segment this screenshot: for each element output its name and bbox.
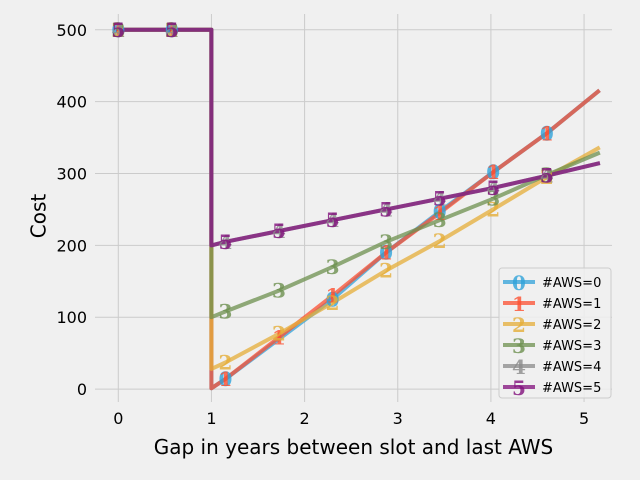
legend-marker: 3 (512, 334, 526, 358)
data-point-marker: 2 (433, 229, 447, 253)
data-point-marker: 4 (111, 18, 125, 42)
legend-marker: 2 (512, 313, 526, 337)
data-point-marker: 3 (540, 163, 554, 187)
data-point-marker: 3 (326, 255, 340, 279)
series-line-aws-5 (116, 27, 601, 248)
x-axis-ticks: 0 1 2 3 4 5 (113, 409, 589, 428)
y-axis-ticks: 0 100 200 300 400 500 (56, 21, 87, 399)
data-point-marker: 1 (379, 241, 393, 265)
legend-item: 1 #AWS=1 (503, 292, 601, 316)
x-tick-label: 4 (486, 409, 496, 428)
x-tick-label: 1 (206, 409, 216, 428)
data-point-marker: 1 (326, 284, 340, 308)
legend-label: #AWS=0 (542, 276, 601, 291)
data-point-marker: 4 (165, 18, 179, 42)
legend-label: #AWS=2 (542, 318, 601, 333)
data-point-marker: 3 (272, 279, 286, 303)
data-point-marker: 5 (272, 219, 286, 243)
data-point-marker: 0 (379, 241, 393, 265)
legend-item: 3 #AWS=3 (503, 334, 601, 358)
data-point-marker: 2 (272, 322, 286, 346)
legend-label: #AWS=1 (542, 297, 601, 312)
legend-marker: 1 (512, 292, 526, 316)
x-axis-label: Gap in years between slot and last AWS (154, 435, 554, 459)
data-point-marker: 5 (540, 164, 554, 188)
x-tick-label: 2 (300, 409, 310, 428)
data-point-marker: 1 (272, 325, 286, 349)
data-point-marker: 2 (379, 259, 393, 283)
data-point-marker: 1 (111, 18, 125, 42)
data-point-marker: 1 (486, 160, 500, 184)
data-point-marker: 3 (165, 18, 179, 42)
x-tick-label: 0 (113, 409, 123, 428)
data-point-marker: 5 (486, 176, 500, 200)
legend-item: 4 #AWS=4 (503, 355, 601, 379)
y-axis-label: Cost (27, 194, 51, 239)
x-tick-label: 5 (579, 409, 589, 428)
data-point-marker: 3 (379, 230, 393, 254)
data-point-marker: 2 (218, 350, 232, 374)
data-point-marker: 4 (326, 208, 340, 232)
data-point-marker: 0 (165, 18, 179, 42)
data-point-marker: 2 (165, 18, 179, 42)
y-tick-label: 100 (56, 308, 87, 327)
data-point-marker: 5 (433, 187, 447, 211)
y-tick-label: 300 (56, 165, 87, 184)
data-point-marker: 0 (433, 200, 447, 224)
data-point-marker: 4 (540, 164, 554, 188)
data-point-marker: 4 (379, 197, 393, 221)
data-point-marker: 2 (326, 291, 340, 315)
legend-item: 5 #AWS=5 (503, 376, 601, 400)
data-point-marker: 3 (433, 208, 447, 232)
data-point-marker: 1 (218, 367, 232, 391)
data-point-marker: 2 (111, 18, 125, 42)
data-point-marker: 1 (540, 121, 554, 145)
legend-item: 2 #AWS=2 (503, 313, 601, 337)
legend-marker: 0 (512, 271, 526, 295)
legend-label: #AWS=4 (542, 360, 601, 375)
y-tick-label: 400 (56, 93, 87, 112)
data-point-marker: 4 (218, 230, 232, 254)
data-point-marker: 2 (486, 197, 500, 221)
data-point-marker: 1 (433, 201, 447, 225)
data-point-marker: 5 (326, 208, 340, 232)
data-point-marker: 0 (326, 287, 340, 311)
legend: 0 #AWS=0 1 #AWS=1 2 #AWS=2 3 #AWS=3 4 #AWS=4 5 #AWS… (498, 267, 612, 400)
data-point-marker: 5 (111, 18, 125, 42)
legend-item: 0 #AWS=0 (503, 271, 601, 295)
data-point-marker: 5 (379, 197, 393, 221)
data-point-marker: 5 (165, 18, 179, 42)
data-point-marker: 3 (486, 187, 500, 211)
y-tick-label: 500 (56, 21, 87, 40)
data-point-marker: 2 (540, 165, 554, 189)
data-point-marker: 4 (433, 187, 447, 211)
data-point-marker: 5 (218, 230, 232, 254)
data-point-marker: 4 (272, 219, 286, 243)
data-point-marker: 3 (111, 18, 125, 42)
x-tick-label: 3 (393, 409, 403, 428)
data-point-marker: 0 (218, 367, 232, 391)
legend-label: #AWS=3 (542, 339, 601, 354)
legend-label: #AWS=5 (542, 381, 601, 396)
legend-marker: 5 (512, 376, 526, 400)
data-point-marker: 0 (486, 160, 500, 184)
data-point-marker: 0 (111, 18, 125, 42)
series-lines (116, 27, 601, 391)
legend-marker: 4 (512, 355, 526, 379)
data-point-marker: 4 (486, 176, 500, 200)
data-point-marker: 1 (165, 18, 179, 42)
y-tick-label: 0 (77, 380, 87, 399)
data-point-marker: 3 (218, 299, 232, 323)
y-tick-label: 200 (56, 236, 87, 255)
data-point-marker: 0 (540, 121, 554, 145)
